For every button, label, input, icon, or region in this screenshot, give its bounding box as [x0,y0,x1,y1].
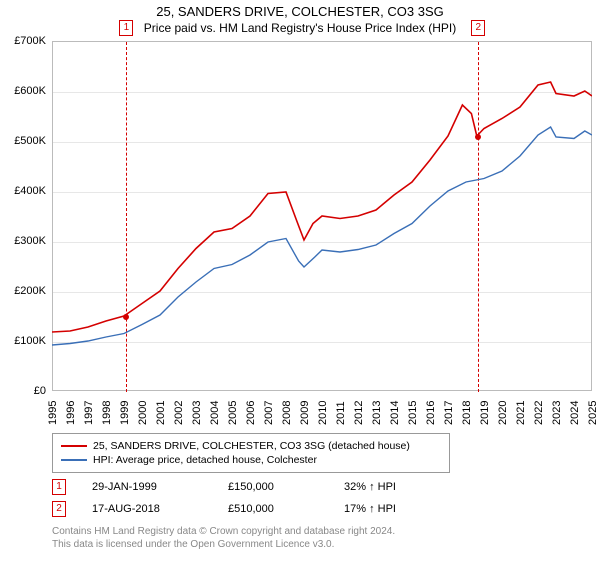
gridline [53,192,591,193]
footer: Contains HM Land Registry data © Crown c… [52,525,600,551]
gridline [53,292,591,293]
chart-area: 12 1995199619971998199920002001200220032… [52,41,592,391]
y-tick-label: £500K [14,135,46,147]
x-tick-label: 2002 [173,401,185,425]
legend: 25, SANDERS DRIVE, COLCHESTER, CO3 3SG (… [52,433,450,473]
x-tick-label: 1997 [83,401,95,425]
x-tick-label: 2022 [533,401,545,425]
legend-item: HPI: Average price, detached house, Colc… [61,454,441,466]
sale-delta: 17% ↑ HPI [344,503,396,515]
x-tick-label: 2023 [551,401,563,425]
x-tick-label: 2011 [335,401,347,425]
x-tick-label: 2001 [155,401,167,425]
footer-line: This data is licensed under the Open Gov… [52,538,600,551]
y-tick-label: £700K [14,35,46,47]
chart-container: 25, SANDERS DRIVE, COLCHESTER, CO3 3SG P… [0,4,600,564]
sale-delta: 32% ↑ HPI [344,481,396,493]
legend-label: 25, SANDERS DRIVE, COLCHESTER, CO3 3SG (… [93,440,410,452]
x-tick-label: 2018 [461,401,473,425]
sale-point [475,134,481,140]
gridline [53,242,591,243]
legend-label: HPI: Average price, detached house, Colc… [93,454,317,466]
sale-row: 1 29-JAN-1999 £150,000 32% ↑ HPI [52,479,600,495]
x-tick-label: 1999 [119,401,131,425]
y-tick-label: £600K [14,85,46,97]
sale-badge: 2 [52,501,66,517]
sale-marker-badge: 2 [471,20,485,36]
x-axis-labels: 1995199619971998199920002001200220032004… [52,393,592,433]
footer-line: Contains HM Land Registry data © Crown c… [52,525,600,538]
gridline [53,92,591,93]
legend-swatch [61,445,87,447]
x-tick-label: 2014 [389,401,401,425]
sale-price: £510,000 [228,503,318,515]
sale-badge: 1 [52,479,66,495]
plot-area: 12 [52,41,592,391]
sales-rows: 1 29-JAN-1999 £150,000 32% ↑ HPI 2 17-AUG-201… [0,479,600,517]
x-tick-label: 2013 [371,401,383,425]
x-tick-label: 2024 [569,401,581,425]
x-tick-label: 2025 [587,401,599,425]
y-tick-label: £100K [14,335,46,347]
sale-price: £150,000 [228,481,318,493]
sale-marker-line [126,42,127,392]
sale-date: 29-JAN-1999 [92,481,202,493]
x-tick-label: 2016 [425,401,437,425]
x-tick-label: 2000 [137,401,149,425]
gridline [53,142,591,143]
x-tick-label: 2003 [191,401,203,425]
x-tick-label: 2008 [281,401,293,425]
x-tick-label: 2017 [443,401,455,425]
x-tick-label: 2021 [515,401,527,425]
sale-marker-badge: 1 [119,20,133,36]
x-tick-label: 2020 [497,401,509,425]
y-tick-label: £0 [34,385,46,397]
sale-row: 2 17-AUG-2018 £510,000 17% ↑ HPI [52,501,600,517]
page-subtitle: Price paid vs. HM Land Registry's House … [0,21,600,35]
x-tick-label: 2005 [227,401,239,425]
x-tick-label: 1995 [47,401,59,425]
sale-date: 17-AUG-2018 [92,503,202,515]
x-tick-label: 2012 [353,401,365,425]
legend-swatch [61,459,87,461]
x-tick-label: 2019 [479,401,491,425]
x-tick-label: 1996 [65,401,77,425]
legend-item: 25, SANDERS DRIVE, COLCHESTER, CO3 3SG (… [61,440,441,452]
y-tick-label: £200K [14,285,46,297]
x-tick-label: 2015 [407,401,419,425]
sale-point [123,314,129,320]
gridline [53,342,591,343]
x-tick-label: 2006 [245,401,257,425]
page-title: 25, SANDERS DRIVE, COLCHESTER, CO3 3SG [0,4,600,19]
y-tick-label: £400K [14,185,46,197]
y-tick-label: £300K [14,235,46,247]
x-tick-label: 2010 [317,401,329,425]
x-tick-label: 2007 [263,401,275,425]
x-tick-label: 2009 [299,401,311,425]
x-tick-label: 2004 [209,401,221,425]
x-tick-label: 1998 [101,401,113,425]
sale-marker-line [478,42,479,392]
